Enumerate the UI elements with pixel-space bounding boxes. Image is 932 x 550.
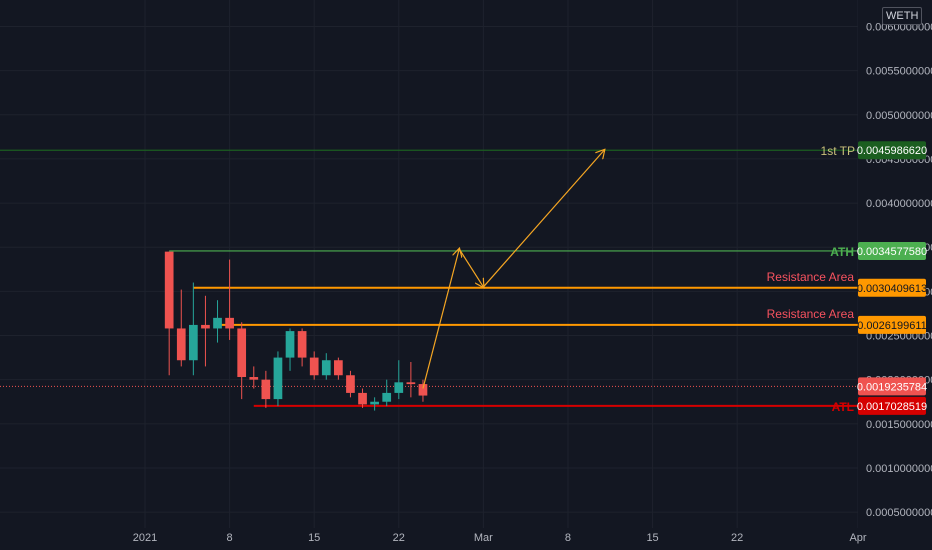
x-tick-label: 22 [731,532,743,544]
projection-arrow [458,248,483,287]
symbol-badge[interactable]: WETH [882,7,923,25]
level-label: Resistance Area [767,307,855,321]
price-axis[interactable]: 0.0005000000 0.0010000000 0.0015000000 0.00… [858,0,932,550]
projection-arrow [422,249,459,389]
candle-body [249,377,259,380]
candles [164,251,428,411]
candle-body [394,382,404,393]
price-tag-bg [858,315,926,334]
price-axis-bg [858,0,932,550]
price-tag: 0.0026199611 [857,320,927,332]
x-tick-label: 22 [393,532,405,544]
level-label: ATH [830,245,854,259]
time-axis[interactable]: 2021 8 15 22 Mar 8 15 22 Apr [0,528,932,550]
y-tick-label: 0.0005000000 [866,507,932,519]
candle-body [358,392,367,405]
price-tag: 0.0017028519 [857,401,927,413]
level-labels: 1st TP ATH Resistance Area Resistance Area A… [767,144,855,414]
x-tick-label: 15 [646,532,658,544]
candle-body [164,251,174,329]
price-tag: 0.0030409613 [857,283,927,295]
candle-body [321,360,331,376]
candle-body [418,384,428,396]
y-tick-label: 0.0015000000 [866,419,932,431]
projection-arrow [482,150,604,288]
candle-body [237,328,247,378]
candle-body [261,379,271,400]
horizontal-levels [0,149,858,407]
candle-body [189,324,198,361]
current-price-tag: 0.0019235784 [857,381,927,393]
y-tick-label: 0.0050000000 [866,110,932,122]
y-tick-label: 0.0010000000 [866,463,932,475]
price-tag-bg [858,278,926,297]
price-tags: 0.0045986620 0.0034577580 0.0030409613 0.00… [857,141,927,415]
y-tick-label: 0.0055000000 [866,66,932,78]
x-tick-label: 2021 [133,532,157,544]
candle-body [382,392,392,402]
price-tag: 0.0045986620 [857,145,927,157]
candle-body [273,357,283,400]
price-tag-bg [858,241,926,260]
level-label: Resistance Area [767,270,855,284]
x-tick-label: Apr [849,532,866,544]
x-tick-label: 15 [308,532,320,544]
candle-body [285,331,295,358]
price-tag-bg [858,396,926,415]
x-tick-label: 8 [565,532,571,544]
candle-body [406,382,416,385]
current-price-tag-bg [858,377,926,396]
time-axis-bg [0,528,932,550]
candle-body [346,375,355,393]
candle-body [334,360,343,376]
candle-body [309,357,319,376]
level-label: 1st TP [821,144,855,158]
x-tick-label: Mar [474,532,493,544]
candle-body [213,317,222,329]
price-tag: 0.0034577580 [857,246,927,258]
candle-body [297,331,307,358]
y-tick-label: 0.0040000000 [866,198,932,210]
level-label: ATL [832,400,854,414]
candle-body [225,317,234,329]
candle-body [370,401,379,405]
x-tick-label: 8 [227,532,233,544]
price-tag-bg [858,141,926,160]
candle-body [201,324,210,329]
projection-arrows [422,150,604,389]
candle-body [176,328,186,361]
chart-grid [0,0,859,528]
